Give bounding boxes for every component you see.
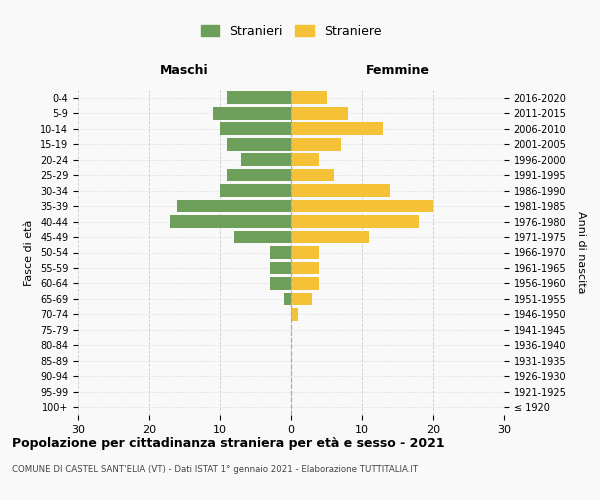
Bar <box>291 292 313 306</box>
Bar <box>291 277 319 290</box>
Bar <box>241 154 291 166</box>
Bar <box>291 154 319 166</box>
Bar <box>291 92 326 104</box>
Bar <box>213 107 291 120</box>
Bar <box>291 184 391 197</box>
Bar <box>291 246 319 259</box>
Legend: Stranieri, Straniere: Stranieri, Straniere <box>200 24 382 38</box>
Text: COMUNE DI CASTEL SANT'ELIA (VT) - Dati ISTAT 1° gennaio 2021 - Elaborazione TUTT: COMUNE DI CASTEL SANT'ELIA (VT) - Dati I… <box>12 465 418 474</box>
Bar <box>220 184 291 197</box>
Bar <box>291 215 419 228</box>
Bar <box>170 215 291 228</box>
Bar <box>291 200 433 212</box>
Bar <box>291 230 369 243</box>
Bar <box>234 230 291 243</box>
Text: Femmine: Femmine <box>365 64 430 77</box>
Bar <box>291 308 298 321</box>
Bar <box>270 246 291 259</box>
Bar <box>270 262 291 274</box>
Bar <box>227 92 291 104</box>
Bar <box>291 107 348 120</box>
Text: Popolazione per cittadinanza straniera per età e sesso - 2021: Popolazione per cittadinanza straniera p… <box>12 438 445 450</box>
Bar <box>270 277 291 290</box>
Bar <box>227 169 291 181</box>
Y-axis label: Anni di nascita: Anni di nascita <box>576 211 586 294</box>
Bar <box>284 292 291 306</box>
Bar <box>291 122 383 135</box>
Bar <box>291 262 319 274</box>
Bar <box>178 200 291 212</box>
Bar <box>291 138 341 150</box>
Y-axis label: Fasce di età: Fasce di età <box>25 220 34 286</box>
Bar <box>220 122 291 135</box>
Bar <box>291 169 334 181</box>
Text: Maschi: Maschi <box>160 64 209 77</box>
Bar <box>227 138 291 150</box>
